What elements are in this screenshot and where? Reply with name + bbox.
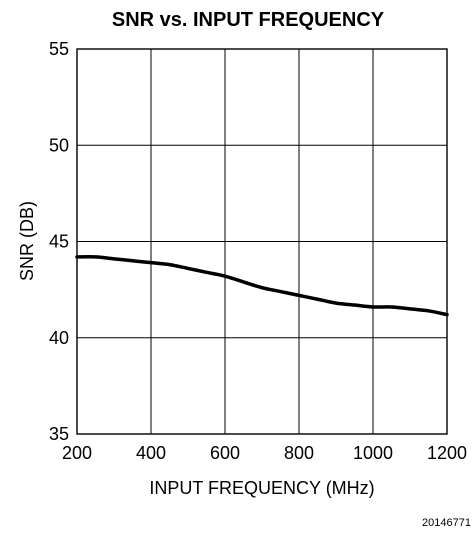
x-axis-ticks: 200 400 600 800 1000 1200: [62, 443, 467, 463]
x-tick-label: 600: [210, 443, 240, 463]
y-axis-ticks: 35 40 45 50 55: [49, 39, 69, 444]
x-axis-label: INPUT FREQUENCY (MHz): [149, 478, 374, 498]
x-tick-label: 800: [284, 443, 314, 463]
y-tick-label: 50: [49, 135, 69, 155]
y-tick-label: 40: [49, 328, 69, 348]
y-tick-label: 35: [49, 424, 69, 444]
x-tick-label: 1200: [427, 443, 467, 463]
grid: [76, 48, 448, 435]
plot-frame: [76, 48, 448, 435]
x-tick-label: 1000: [353, 443, 393, 463]
y-tick-label: 55: [49, 39, 69, 59]
figure-id: 20146771: [422, 517, 471, 529]
chart-title: SNR vs. INPUT FREQUENCY: [112, 9, 385, 31]
y-axis-label: SNR (DB): [17, 201, 37, 281]
x-tick-label: 200: [62, 443, 92, 463]
series-layer: [75, 255, 449, 317]
x-tick-label: 400: [136, 443, 166, 463]
y-tick-label: 45: [49, 232, 69, 252]
series-line-0: [75, 255, 449, 317]
